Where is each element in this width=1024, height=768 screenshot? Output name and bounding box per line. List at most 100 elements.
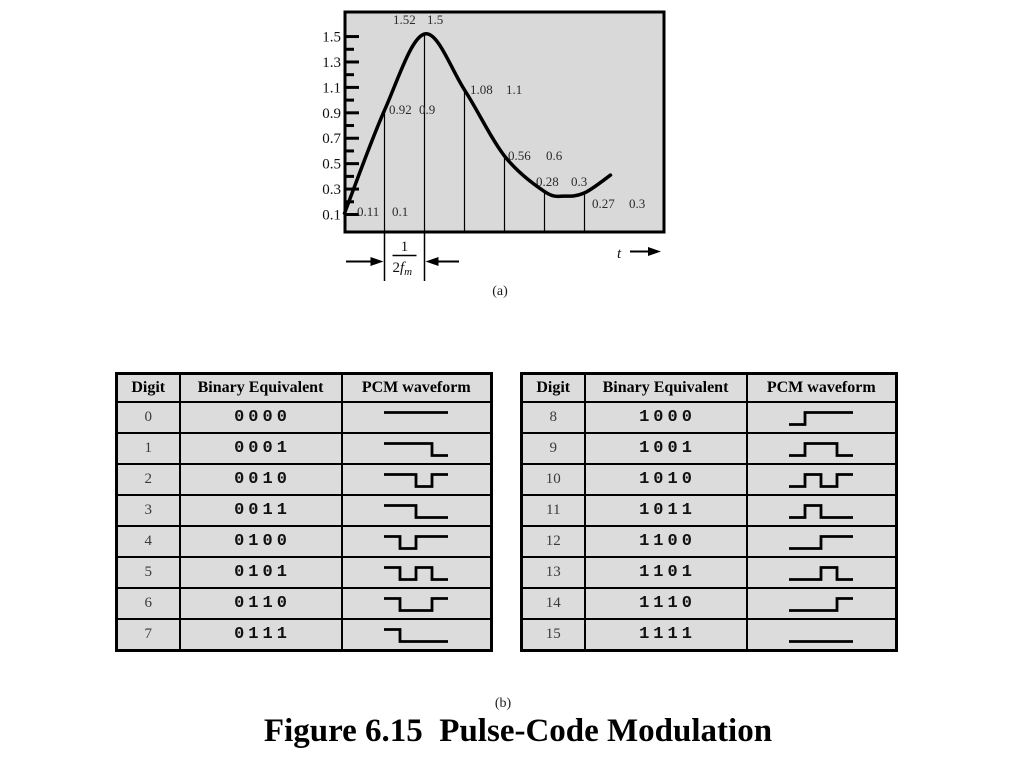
table-row: 13 1101 (520, 556, 898, 589)
pcm-waveform-cell (745, 401, 898, 434)
digit-cell: 10 (520, 463, 586, 496)
waveform-trace (384, 565, 449, 581)
waveform-trace (789, 565, 854, 581)
y-tick-label: 1.3 (322, 55, 341, 71)
y-tick-label: 1.1 (322, 80, 341, 96)
table-row: 11 1011 (520, 494, 898, 527)
digit-cell: 12 (520, 525, 586, 558)
pcm-waveform-glyph (384, 503, 449, 519)
pcm-waveform-cell (745, 618, 898, 652)
digit-cell: 6 (115, 587, 181, 620)
plot-border (343, 10, 666, 234)
digit-cell: 8 (520, 401, 586, 434)
pcm-waveform-cell (340, 401, 493, 434)
table-row: 8 1000 (520, 401, 898, 434)
binary-equivalent-cell: 0001 (178, 432, 343, 465)
digit-cell: 2 (115, 463, 181, 496)
table-row: 0 0000 (115, 401, 493, 434)
digit-cell: 15 (520, 618, 586, 652)
y-tick-label: 0.5 (322, 157, 341, 173)
waveform-trace (789, 410, 854, 426)
subfigure-a-label: (a) (492, 284, 508, 299)
binary-equivalent-cell: 1011 (583, 494, 748, 527)
digit-cell: 11 (520, 494, 586, 527)
y-tick-label: 1.5 (322, 30, 341, 46)
table-row: 14 1110 (520, 587, 898, 620)
signal-curve (342, 32, 613, 215)
pcm-waveform-cell (340, 618, 493, 652)
table-row: 6 0110 (115, 587, 493, 620)
sample-quantized-value: 0.3 (629, 196, 645, 211)
table-row: 12 1100 (520, 525, 898, 558)
binary-equivalent-cell: 1001 (583, 432, 748, 465)
pcm-waveform-cell (745, 556, 898, 589)
pcm-waveform-glyph (789, 596, 854, 612)
waveform-trace (384, 627, 449, 643)
pcm-waveform-cell (340, 587, 493, 620)
pcm-waveform-glyph (789, 503, 854, 519)
sample-actual-value: 0.92 (389, 102, 412, 117)
pcm-waveform-glyph (789, 639, 854, 643)
binary-equivalent-cell: 1110 (583, 587, 748, 620)
binary-equivalent-cell: 0111 (178, 618, 343, 652)
sample-annotations: 0.11 0.1 0.92 0.9 1.52 1.5 1.08 1.1 0.56 0.6 0.28 0… (357, 12, 645, 219)
binary-equivalent-cell: 0101 (178, 556, 343, 589)
y-tick-label: 0.1 (322, 208, 341, 224)
pcm-waveform-glyph (789, 410, 854, 426)
table-row: 7 0111 (115, 618, 493, 652)
pcm-waveform-glyph (789, 472, 854, 488)
pcm-waveform-cell (340, 494, 493, 527)
waveform-trace (384, 596, 449, 612)
subfigure-b-label: (b) (494, 696, 512, 711)
digit-cell: 5 (115, 556, 181, 589)
binary-equivalent-cell: 1111 (583, 618, 748, 652)
digit-cell: 4 (115, 525, 181, 558)
table-row: 2 0010 (115, 463, 493, 496)
pcm-waveform-glyph (384, 441, 449, 457)
table-row: 3 0011 (115, 494, 493, 527)
column-header-binary-equivalent: Binary Equivalent (583, 372, 748, 403)
table-row: 1 0001 (115, 432, 493, 465)
column-header-pcm-waveform: PCM waveform (745, 372, 898, 403)
digit-cell: 13 (520, 556, 586, 589)
sample-quantized-value: 1.1 (506, 82, 522, 97)
waveform-trace (384, 441, 449, 457)
waveform-trace (789, 503, 854, 519)
digit-cell: 14 (520, 587, 586, 620)
column-header-binary-equivalent: Binary Equivalent (178, 372, 343, 403)
waveform-trace (789, 534, 854, 550)
binary-equivalent-cell: 0100 (178, 525, 343, 558)
sample-quantized-value: 0.3 (571, 174, 587, 189)
pcm-waveform-glyph (789, 441, 854, 457)
pcm-waveform-glyph (789, 565, 854, 581)
table-row: 5 0101 (115, 556, 493, 589)
column-header-pcm-waveform: PCM waveform (340, 372, 493, 403)
waveform-trace (384, 534, 449, 550)
table-row: 10 1010 (520, 463, 898, 496)
pcm-waveform-glyph (384, 410, 449, 414)
binary-equivalent-cell: 0000 (178, 401, 343, 434)
sample-quantized-value: 0.1 (392, 204, 408, 219)
sample-actual-value: 0.11 (357, 204, 379, 219)
table-row: 9 1001 (520, 432, 898, 465)
y-axis-labels: 1.5 1.3 1.1 0.9 0.7 0.5 0.3 0.1 (322, 30, 341, 224)
pcm-waveform-glyph (384, 565, 449, 581)
waveform-trace (789, 472, 854, 488)
table-row: 4 0100 (115, 525, 493, 558)
pcm-code-table-digits-8-15: Digit Binary Equivalent PCM waveform 8 1000 9… (520, 372, 898, 652)
binary-equivalent-cell: 1010 (583, 463, 748, 496)
time-axis-label: t (617, 246, 622, 262)
time-arrow-head (648, 247, 661, 256)
waveform-trace (384, 503, 449, 519)
sample-quantized-value: 1.5 (427, 12, 443, 27)
sample-lines (383, 34, 586, 232)
sample-actual-value: 0.56 (508, 148, 531, 163)
pcm-waveform-cell (745, 432, 898, 465)
digit-cell: 7 (115, 618, 181, 652)
digit-cell: 1 (115, 432, 181, 465)
pcm-waveform-cell (745, 587, 898, 620)
pcm-waveform-glyph (384, 472, 449, 488)
interval-fraction-numerator: 1 (401, 239, 409, 255)
column-header-digit: Digit (520, 372, 586, 403)
